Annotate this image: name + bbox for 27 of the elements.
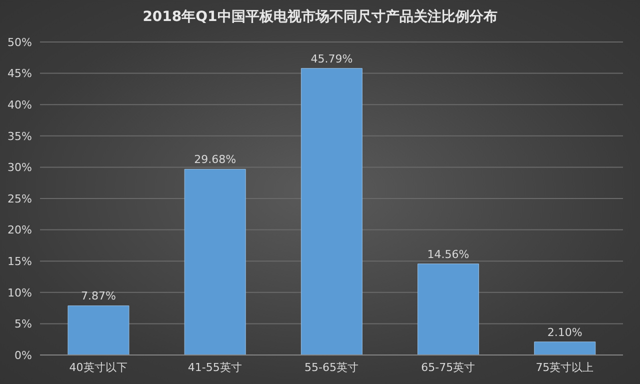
y-tick-label: 10%	[8, 286, 32, 300]
y-tick-label: 45%	[8, 67, 32, 80]
y-tick-label: 5%	[14, 318, 32, 331]
bar	[534, 342, 596, 355]
data-label: 7.87%	[81, 290, 116, 303]
bar	[418, 264, 480, 355]
data-label: 45.79%	[310, 52, 353, 66]
y-tick-label: 35%	[8, 130, 32, 143]
x-tick-label: 40英寸以下	[69, 360, 128, 374]
y-tick-label: 15%	[8, 255, 32, 268]
y-tick-label: 20%	[8, 224, 32, 237]
bar	[184, 168, 246, 355]
bar	[68, 305, 130, 355]
y-tick-label: 40%	[8, 98, 32, 112]
y-tick-label: 0%	[14, 348, 32, 362]
y-tick-label: 25%	[8, 192, 32, 206]
x-tick-label: 65-75英寸	[421, 360, 476, 374]
data-label: 14.56%	[427, 248, 470, 261]
x-tick-label: 41-55英寸	[188, 360, 242, 374]
x-tick-label: 55-65英寸	[304, 360, 358, 374]
bar	[300, 68, 362, 355]
chart-title: 2018年Q1中国平板电视市场不同尺寸产品关注比例分布	[142, 8, 498, 26]
y-tick-label: 50%	[8, 36, 32, 49]
y-tick-label: 30%	[8, 161, 32, 174]
x-tick-label: 75英寸以上	[536, 360, 594, 374]
data-label: 2.10%	[547, 326, 582, 339]
data-label: 29.68%	[194, 153, 236, 166]
